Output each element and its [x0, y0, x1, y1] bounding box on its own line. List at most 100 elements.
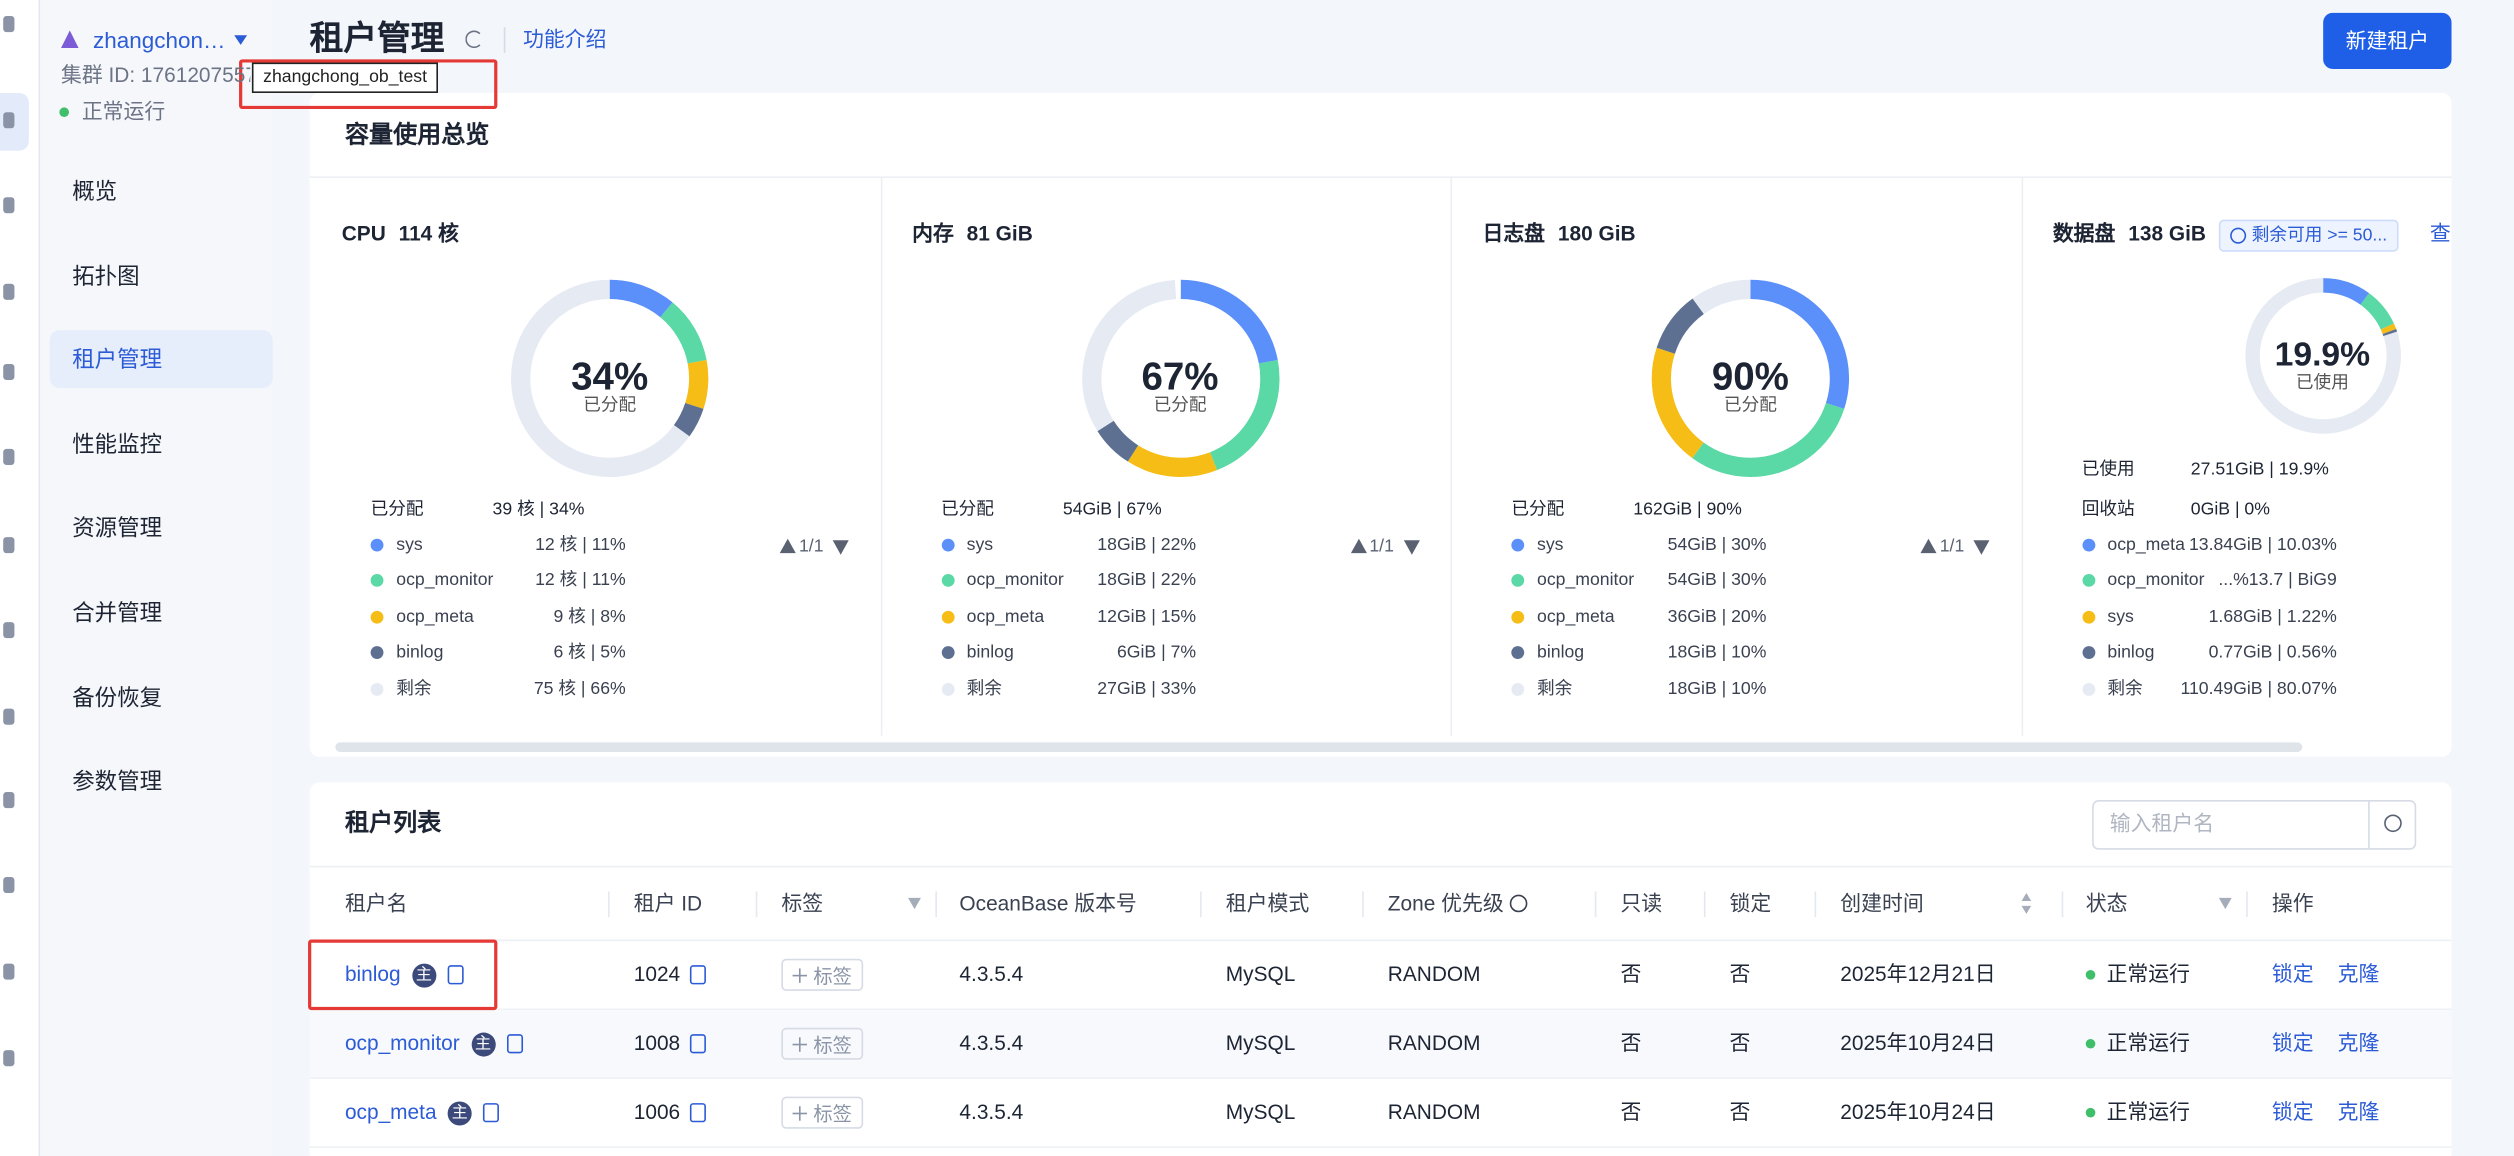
plus-icon: [792, 967, 808, 983]
column-header: 只读: [1620, 891, 1663, 916]
pager-prev[interactable]: [1920, 538, 1937, 554]
legend-name: 剩余: [966, 679, 1002, 699]
nav-icon[interactable]: [3, 112, 15, 129]
donut-value: 34%: [571, 355, 649, 400]
nav-icon[interactable]: [3, 537, 15, 554]
menu-item[interactable]: 资源管理: [72, 515, 163, 541]
legend-dot: [370, 610, 384, 624]
copy-icon[interactable]: [483, 1103, 500, 1123]
cell-mode: MySQL: [1225, 1099, 1296, 1124]
action-link[interactable]: 锁定: [2271, 1030, 2314, 1055]
nav-icon[interactable]: [3, 1050, 15, 1067]
legend-dot: [2081, 538, 2095, 552]
legend-name: sys: [966, 535, 994, 555]
help-icon[interactable]: [1510, 894, 1528, 913]
search-box[interactable]: 输入租户名: [2092, 800, 2417, 850]
create-button[interactable]: 新建租户: [2323, 12, 2452, 69]
divider: [309, 865, 2452, 868]
pager-next[interactable]: [832, 540, 849, 555]
legend-dot: [370, 682, 384, 696]
tenant-cell: ocp_monitor 主: [344, 1029, 523, 1058]
nav-icon[interactable]: [3, 16, 15, 33]
column-separator: [755, 891, 758, 918]
copy-icon[interactable]: [689, 1103, 706, 1123]
summary-label: 已分配: [1511, 500, 1565, 520]
legend-dot: [940, 538, 954, 552]
copy-icon[interactable]: [689, 1034, 706, 1054]
nav-icon[interactable]: [3, 197, 15, 214]
pager-prev[interactable]: [1350, 538, 1367, 554]
sort-icon[interactable]: [2021, 905, 2032, 914]
nav-icon[interactable]: [3, 792, 15, 809]
menu-item[interactable]: 合并管理: [72, 599, 163, 626]
menu-item[interactable]: 拓扑图: [72, 262, 140, 288]
nav-icon[interactable]: [3, 963, 15, 980]
pager-prev[interactable]: [779, 538, 796, 554]
status: 正常运行: [2106, 1030, 2191, 1055]
column-header: 租户模式: [1225, 891, 1310, 916]
legend-dot: [2081, 682, 2095, 696]
copy-icon[interactable]: [506, 1034, 523, 1054]
donut: [1081, 279, 1279, 477]
filter-icon[interactable]: [2218, 897, 2232, 910]
tenant-name[interactable]: ocp_monitor: [344, 1030, 460, 1055]
donut-segment: [1651, 279, 1850, 477]
nav-icon[interactable]: [3, 283, 15, 300]
tag-button[interactable]: 标签: [781, 1096, 864, 1129]
intro-link[interactable]: 功能介绍: [523, 27, 607, 52]
pager-next[interactable]: [1973, 540, 1990, 555]
nav-icon[interactable]: [3, 622, 15, 639]
legend-name: ocp_meta: [966, 607, 1045, 627]
column-separator: [2061, 891, 2064, 918]
donut-segment: [511, 279, 709, 477]
search-icon[interactable]: [2384, 814, 2402, 833]
tenant-name[interactable]: binlog: [344, 961, 401, 987]
sort-icon[interactable]: [2021, 893, 2032, 902]
cell-mode: MySQL: [1225, 1030, 1296, 1055]
pager-next[interactable]: [1403, 540, 1420, 555]
legend-value: 18GiB | 22%: [1097, 535, 1197, 555]
menu-item[interactable]: 备份恢复: [72, 683, 163, 710]
id-cell: 1024: [634, 960, 706, 989]
info-icon: [2229, 227, 2246, 244]
search-placeholder: 输入租户名: [2109, 811, 2215, 836]
menu-item[interactable]: 参数管理: [72, 768, 163, 794]
filter-icon[interactable]: [908, 897, 921, 910]
card-divider: [1450, 177, 1452, 736]
legend-dot: [1511, 682, 1525, 696]
tenant-name[interactable]: ocp_meta: [344, 1099, 437, 1124]
tag-button[interactable]: 标签: [781, 1027, 864, 1060]
menu-item[interactable]: 性能监控: [72, 430, 163, 457]
copy-icon[interactable]: [689, 965, 706, 985]
action-link[interactable]: 锁定: [2271, 1099, 2314, 1124]
column-header: OceanBase 版本号: [959, 891, 1137, 916]
card-total: 138 GiB: [2128, 221, 2206, 246]
legend-dot: [1511, 610, 1525, 624]
legend-dot: [1511, 538, 1525, 552]
legend-dot: [2081, 610, 2095, 624]
tenant-card: 租户列表 输入租户名 租户名 租户 ID 标签 OceanBase 版本号 租户模式 Zone…: [309, 782, 2452, 1156]
summary-value: 27.51GiB | 19.9%: [2190, 460, 2329, 480]
cluster-name[interactable]: zhangchon…: [93, 27, 226, 53]
card-title: CPU 114 核: [341, 221, 459, 246]
nav-icon[interactable]: [3, 448, 15, 465]
action-link[interactable]: 锁定: [2271, 961, 2314, 987]
nav-icon[interactable]: [3, 708, 15, 725]
legend-value: 18GiB | 10%: [1667, 679, 1767, 699]
legend-value: 54GiB | 30%: [1667, 571, 1767, 591]
menu-item[interactable]: 概览: [72, 177, 118, 204]
row-border: [309, 1008, 2452, 1011]
action-link[interactable]: 克隆: [2337, 1030, 2380, 1055]
action-link[interactable]: 克隆: [2337, 1099, 2380, 1124]
tag-button[interactable]: 标签: [781, 958, 864, 991]
action-link[interactable]: 克隆: [2337, 961, 2380, 987]
menu-item[interactable]: 租户管理: [72, 346, 163, 373]
legend-dot: [940, 646, 954, 660]
view-link[interactable]: 查看: [2429, 221, 2452, 246]
donut-segment: [1651, 279, 1850, 477]
nav-icon[interactable]: [3, 363, 15, 380]
tenant-id: 1008: [633, 1030, 681, 1055]
refresh-icon[interactable]: [465, 30, 483, 49]
copy-icon[interactable]: [447, 965, 464, 985]
nav-icon[interactable]: [3, 877, 15, 894]
